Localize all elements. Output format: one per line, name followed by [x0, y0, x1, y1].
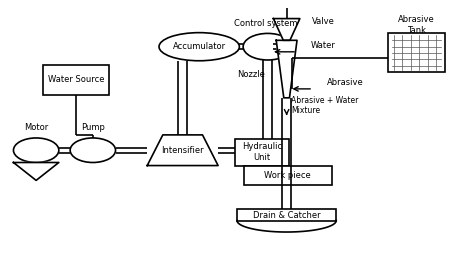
Text: Work piece: Work piece [264, 171, 311, 180]
Bar [235, 139, 289, 166]
Text: Intensifier: Intensifier [161, 146, 204, 155]
Polygon shape [147, 135, 218, 166]
Circle shape [13, 138, 59, 162]
Text: Water: Water [311, 41, 336, 50]
Text: Nozzle: Nozzle [237, 70, 265, 79]
Bar [388, 33, 445, 72]
Text: Accumulator: Accumulator [173, 42, 226, 51]
Text: Abrasive: Abrasive [327, 78, 364, 87]
Text: Abrasive + Water
Mixture: Abrasive + Water Mixture [292, 96, 359, 115]
Text: Motor: Motor [24, 123, 48, 132]
Text: Water Source: Water Source [48, 76, 105, 85]
Text: Abrasive
Tank: Abrasive Tank [398, 15, 435, 35]
Ellipse shape [159, 33, 239, 61]
Text: Control system: Control system [234, 19, 297, 28]
Circle shape [243, 33, 292, 60]
Text: Valve: Valve [312, 17, 335, 26]
Bar [244, 166, 331, 185]
Text: Drain & Catcher: Drain & Catcher [253, 212, 320, 221]
Bar [43, 65, 109, 95]
Text: Hydraulic
Unit: Hydraulic Unit [242, 142, 282, 162]
Polygon shape [13, 162, 59, 180]
Bar [237, 209, 336, 221]
Circle shape [70, 138, 116, 162]
Text: Pump: Pump [81, 123, 105, 132]
Polygon shape [273, 19, 300, 40]
Polygon shape [276, 40, 297, 98]
